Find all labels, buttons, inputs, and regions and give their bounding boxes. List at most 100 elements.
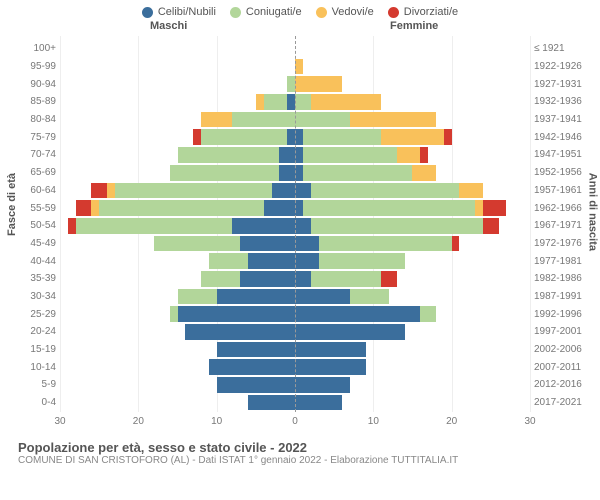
bar-male bbox=[256, 94, 295, 110]
seg-s bbox=[295, 359, 366, 375]
x-axis: 3020100102030 bbox=[60, 416, 530, 430]
bar-female bbox=[295, 271, 397, 287]
birth-label: 1997-2001 bbox=[534, 326, 592, 337]
bar-female bbox=[295, 94, 381, 110]
bar-male bbox=[170, 306, 295, 322]
birth-label: 1952-1956 bbox=[534, 167, 592, 178]
seg-c bbox=[154, 236, 240, 252]
footer: Popolazione per età, sesso e stato civil… bbox=[0, 436, 600, 466]
age-label: 85-89 bbox=[20, 96, 56, 107]
birth-label: 1922-1926 bbox=[534, 61, 592, 72]
legend-label: Vedovi/e bbox=[332, 6, 374, 18]
seg-s bbox=[217, 377, 295, 393]
seg-d bbox=[68, 218, 76, 234]
seg-d bbox=[483, 200, 507, 216]
seg-s bbox=[264, 200, 295, 216]
birth-label: 1947-1951 bbox=[534, 149, 592, 160]
x-tick: 20 bbox=[446, 416, 457, 427]
footer-subtitle: COMUNE DI SAN CRISTOFORO (AL) - Dati IST… bbox=[18, 455, 590, 466]
legend-swatch bbox=[230, 7, 241, 18]
legend-label: Divorziati/e bbox=[404, 6, 458, 18]
seg-c bbox=[76, 218, 233, 234]
x-tick: 30 bbox=[524, 416, 535, 427]
seg-s bbox=[279, 147, 295, 163]
bar-female bbox=[295, 76, 342, 92]
bar-male bbox=[201, 112, 295, 128]
bar-female bbox=[295, 236, 459, 252]
bar-female bbox=[295, 306, 436, 322]
seg-c bbox=[311, 218, 483, 234]
seg-c bbox=[295, 94, 311, 110]
age-label: 95-99 bbox=[20, 61, 56, 72]
seg-c bbox=[170, 306, 178, 322]
seg-s bbox=[295, 200, 303, 216]
legend-item: Divorziati/e bbox=[388, 6, 458, 18]
legend-label: Coniugati/e bbox=[246, 6, 302, 18]
bar-female bbox=[295, 112, 436, 128]
birth-label: 2012-2016 bbox=[534, 379, 592, 390]
seg-s bbox=[217, 289, 295, 305]
seg-c bbox=[170, 165, 280, 181]
seg-w bbox=[381, 129, 444, 145]
seg-c bbox=[311, 271, 382, 287]
header-males: Maschi bbox=[150, 20, 187, 32]
age-label: 50-54 bbox=[20, 220, 56, 231]
age-label: 5-9 bbox=[20, 379, 56, 390]
seg-c bbox=[232, 112, 295, 128]
seg-c bbox=[350, 289, 389, 305]
birth-label: 1927-1931 bbox=[534, 79, 592, 90]
seg-s bbox=[295, 395, 342, 411]
birth-label: 1937-1941 bbox=[534, 114, 592, 125]
seg-s bbox=[185, 324, 295, 340]
birth-label: 1932-1936 bbox=[534, 96, 592, 107]
seg-c bbox=[319, 253, 405, 269]
seg-c bbox=[303, 147, 397, 163]
age-label: 90-94 bbox=[20, 79, 56, 90]
bar-male bbox=[178, 147, 295, 163]
age-label: 15-19 bbox=[20, 344, 56, 355]
seg-s bbox=[295, 165, 303, 181]
birth-label: 1982-1986 bbox=[534, 273, 592, 284]
seg-s bbox=[295, 377, 350, 393]
seg-s bbox=[248, 253, 295, 269]
legend-item: Coniugati/e bbox=[230, 6, 302, 18]
seg-w bbox=[91, 200, 99, 216]
seg-c bbox=[420, 306, 436, 322]
age-label: 40-44 bbox=[20, 256, 56, 267]
birth-label: 1962-1966 bbox=[534, 203, 592, 214]
footer-title: Popolazione per età, sesso e stato civil… bbox=[18, 440, 590, 455]
birth-label: 1987-1991 bbox=[534, 291, 592, 302]
seg-w bbox=[295, 76, 342, 92]
legend-item: Celibi/Nubili bbox=[142, 6, 216, 18]
age-label: 25-29 bbox=[20, 309, 56, 320]
bar-male bbox=[178, 289, 295, 305]
bar-female bbox=[295, 147, 428, 163]
seg-s bbox=[295, 218, 311, 234]
seg-w bbox=[397, 147, 421, 163]
seg-s bbox=[295, 253, 319, 269]
x-tick: 0 bbox=[292, 416, 298, 427]
seg-c bbox=[201, 271, 240, 287]
seg-d bbox=[76, 200, 92, 216]
bar-female bbox=[295, 253, 405, 269]
bar-male bbox=[185, 324, 295, 340]
seg-s bbox=[217, 342, 295, 358]
seg-d bbox=[483, 218, 499, 234]
chart-container: Celibi/Nubili Coniugati/e Vedovi/e Divorzia… bbox=[0, 0, 600, 500]
seg-w bbox=[256, 94, 264, 110]
center-line bbox=[295, 36, 296, 412]
bar-male bbox=[193, 129, 295, 145]
seg-s bbox=[287, 129, 295, 145]
age-label: 75-79 bbox=[20, 132, 56, 143]
bar-male bbox=[154, 236, 295, 252]
seg-w bbox=[311, 94, 382, 110]
plot-area: Fasce di età Anni di nascita 100+≤ 19219… bbox=[0, 36, 600, 436]
bar-female bbox=[295, 59, 303, 75]
seg-s bbox=[295, 129, 303, 145]
age-label: 80-84 bbox=[20, 114, 56, 125]
bar-male bbox=[209, 253, 295, 269]
birth-label: 1972-1976 bbox=[534, 238, 592, 249]
bar-male bbox=[91, 183, 295, 199]
bar-female bbox=[295, 289, 389, 305]
age-label: 65-69 bbox=[20, 167, 56, 178]
